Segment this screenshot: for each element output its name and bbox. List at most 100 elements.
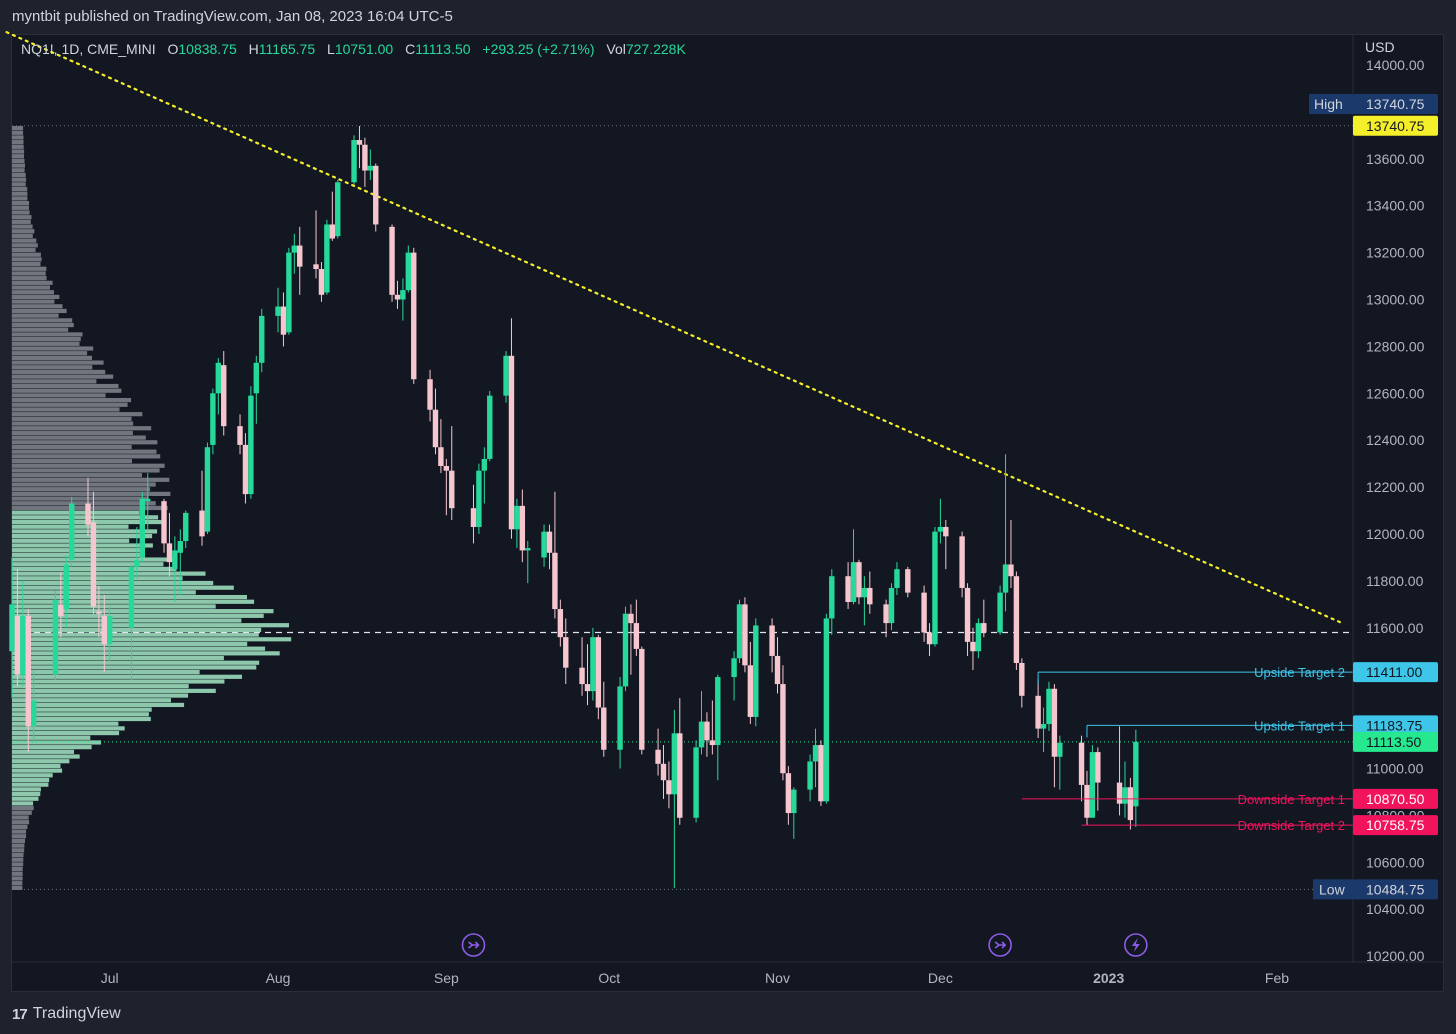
candle-body (259, 315, 265, 363)
candle-body (427, 379, 433, 410)
candle-body (964, 587, 971, 642)
candle-body (525, 548, 531, 551)
candle-body (541, 531, 547, 558)
volume-profile-bar (12, 571, 206, 576)
candle-body (443, 465, 450, 471)
y-tick-label: 10200.00 (1366, 948, 1425, 964)
volume-profile-bar (12, 487, 151, 492)
volume-profile-bar (12, 473, 142, 478)
candle-body (362, 144, 368, 171)
candle-body (449, 470, 455, 509)
volume-profile-bar (12, 641, 248, 647)
candle-body (237, 426, 243, 445)
candle-body (101, 616, 107, 645)
target-label: Downside Target 1 (1238, 792, 1345, 807)
volume-profile-bar (12, 412, 143, 417)
downside-target-badge-bg (1353, 788, 1438, 809)
volume-profile-bar (12, 637, 292, 642)
y-tick-label: 10400.00 (1366, 901, 1425, 917)
volume-profile-bar (12, 440, 158, 445)
candle-body (335, 182, 341, 237)
x-tick-label: Feb (1265, 970, 1289, 986)
candle-body (829, 576, 835, 619)
volume-profile-bar (12, 726, 125, 731)
lightning-circle-icon[interactable] (1124, 933, 1148, 957)
volume-profile-bar (12, 407, 120, 412)
arrow-circle-icon[interactable] (461, 933, 486, 957)
volume-profile-bar (12, 679, 225, 684)
arrow-circle-icon[interactable] (988, 933, 1012, 957)
candle-body (959, 536, 965, 588)
low-price-badge-bg (1353, 879, 1438, 900)
volume-profile-bar (12, 290, 54, 295)
volume-profile-bar (12, 266, 47, 271)
low-tag: Low (1319, 881, 1346, 897)
close-label: C (405, 41, 416, 57)
volume-profile-bar (12, 196, 28, 201)
candle-body (1035, 695, 1041, 729)
candle-body (280, 306, 287, 335)
candle-body (128, 566, 135, 628)
low-value: 10751.00 (334, 41, 394, 57)
candle-body (1116, 782, 1123, 804)
candle-body (432, 409, 439, 448)
candle-body (1057, 742, 1063, 757)
volume-profile-bar (12, 163, 25, 168)
tradingview-logo-icon: 17 (12, 1005, 28, 1023)
y-tick-label: 14000.00 (1366, 57, 1425, 73)
volume-profile-bar (12, 618, 242, 623)
volume-profile-bar (12, 496, 149, 501)
candle-body (856, 562, 862, 598)
volume-profile-bar (12, 862, 24, 867)
trendline (5, 31, 1344, 625)
volume-profile-bar (12, 777, 50, 783)
candle-body (552, 552, 558, 610)
candle-body (52, 599, 59, 675)
volume-profile-bar (12, 552, 141, 557)
candle-body (867, 587, 873, 605)
candle-body (736, 604, 743, 659)
volume-profile-bar (12, 707, 152, 712)
volume-profile-bar (12, 491, 171, 496)
volume-profile-bar (12, 796, 39, 801)
close-value: 11113.50 (415, 41, 471, 57)
candle-body (297, 245, 303, 267)
y-tick-label: 13000.00 (1366, 292, 1425, 308)
y-tick-label: 12800.00 (1366, 338, 1425, 354)
tradingview-brand[interactable]: 17 TradingView (12, 1003, 121, 1025)
volume-profile-bar (12, 660, 260, 665)
volume-profile-bar (12, 604, 216, 609)
candle-body (601, 707, 607, 750)
y-tick-label: 11800.00 (1366, 573, 1424, 589)
candle-body (704, 721, 710, 741)
low-label: L (327, 41, 335, 57)
candle-body (204, 447, 211, 532)
candle-body (970, 641, 976, 652)
candle-body (709, 740, 716, 746)
y-tick-label: 13400.00 (1366, 198, 1425, 214)
downside-target-badge: 10870.50 (1366, 791, 1425, 807)
volume-profile-bar (12, 623, 289, 628)
candle-body (698, 721, 705, 748)
candle-body (1046, 688, 1052, 724)
target-label: Upside Target 1 (1254, 718, 1345, 733)
candle-body (666, 780, 672, 795)
candle-body (850, 562, 857, 603)
symbol-label[interactable]: NQ1!, 1D, CME_MINI (21, 41, 156, 57)
y-tick-label: 13200.00 (1366, 245, 1425, 261)
volume-profile-bar (12, 782, 49, 787)
volume-profile-bar (12, 674, 242, 679)
volume-profile-bar (12, 763, 61, 769)
candle-body (546, 531, 553, 553)
volume-profile-bar (12, 182, 26, 187)
candle-body (221, 365, 227, 427)
volume-profile-bar (12, 857, 24, 862)
candle-body (470, 508, 477, 527)
volume-profile-bar (12, 327, 69, 332)
candle-body (677, 733, 683, 818)
x-tick-label: Oct (598, 970, 620, 986)
volume-profile-bar (12, 168, 25, 173)
volume-profile-bar (12, 810, 32, 815)
chart-frame[interactable] (11, 34, 1444, 992)
